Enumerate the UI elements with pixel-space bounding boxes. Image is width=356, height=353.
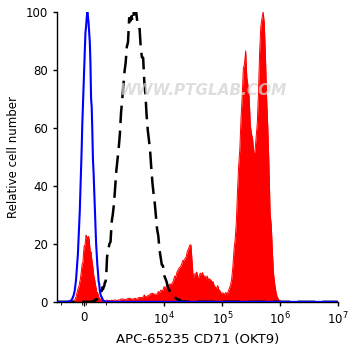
X-axis label: APC-65235 CD71 (OKT9): APC-65235 CD71 (OKT9) [116,333,279,346]
Y-axis label: Relative cell number: Relative cell number [7,96,20,218]
Text: WWW.PTGLAB.COM: WWW.PTGLAB.COM [120,83,287,98]
